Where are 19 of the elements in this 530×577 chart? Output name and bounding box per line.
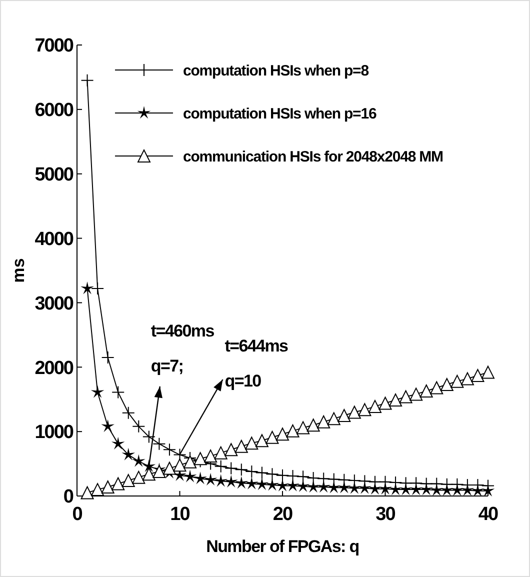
x-tick-label: 40 <box>478 504 498 525</box>
y-tick-label: 7000 <box>34 36 74 57</box>
y-tick-label: 1000 <box>34 422 74 444</box>
y-tick-label: 2000 <box>34 358 74 379</box>
y-tick-label: 4000 <box>34 228 74 250</box>
y-axis-title: ms <box>9 258 28 283</box>
legend-label: communication HSIs for 2048x2048 MM <box>183 148 444 166</box>
x-axis-title: Number of FPGAs: q <box>206 537 360 556</box>
annotation: t=460ms q=7; <box>150 321 214 376</box>
y-tick-label: 0 <box>63 486 74 508</box>
y-tick-label: 3000 <box>34 293 74 314</box>
x-tick-label: 30 <box>376 504 396 525</box>
legend-label: computation HSIs when p=16 <box>183 105 376 122</box>
x-tick-label: 10 <box>170 504 190 525</box>
legend-label: computation HSIs when p=8 <box>183 62 369 80</box>
x-tick-label: 20 <box>272 504 292 525</box>
annotation: t=644ms q=10 <box>224 336 288 391</box>
y-tick-label: 5000 <box>34 164 74 186</box>
y-tick-label: 6000 <box>34 100 74 122</box>
